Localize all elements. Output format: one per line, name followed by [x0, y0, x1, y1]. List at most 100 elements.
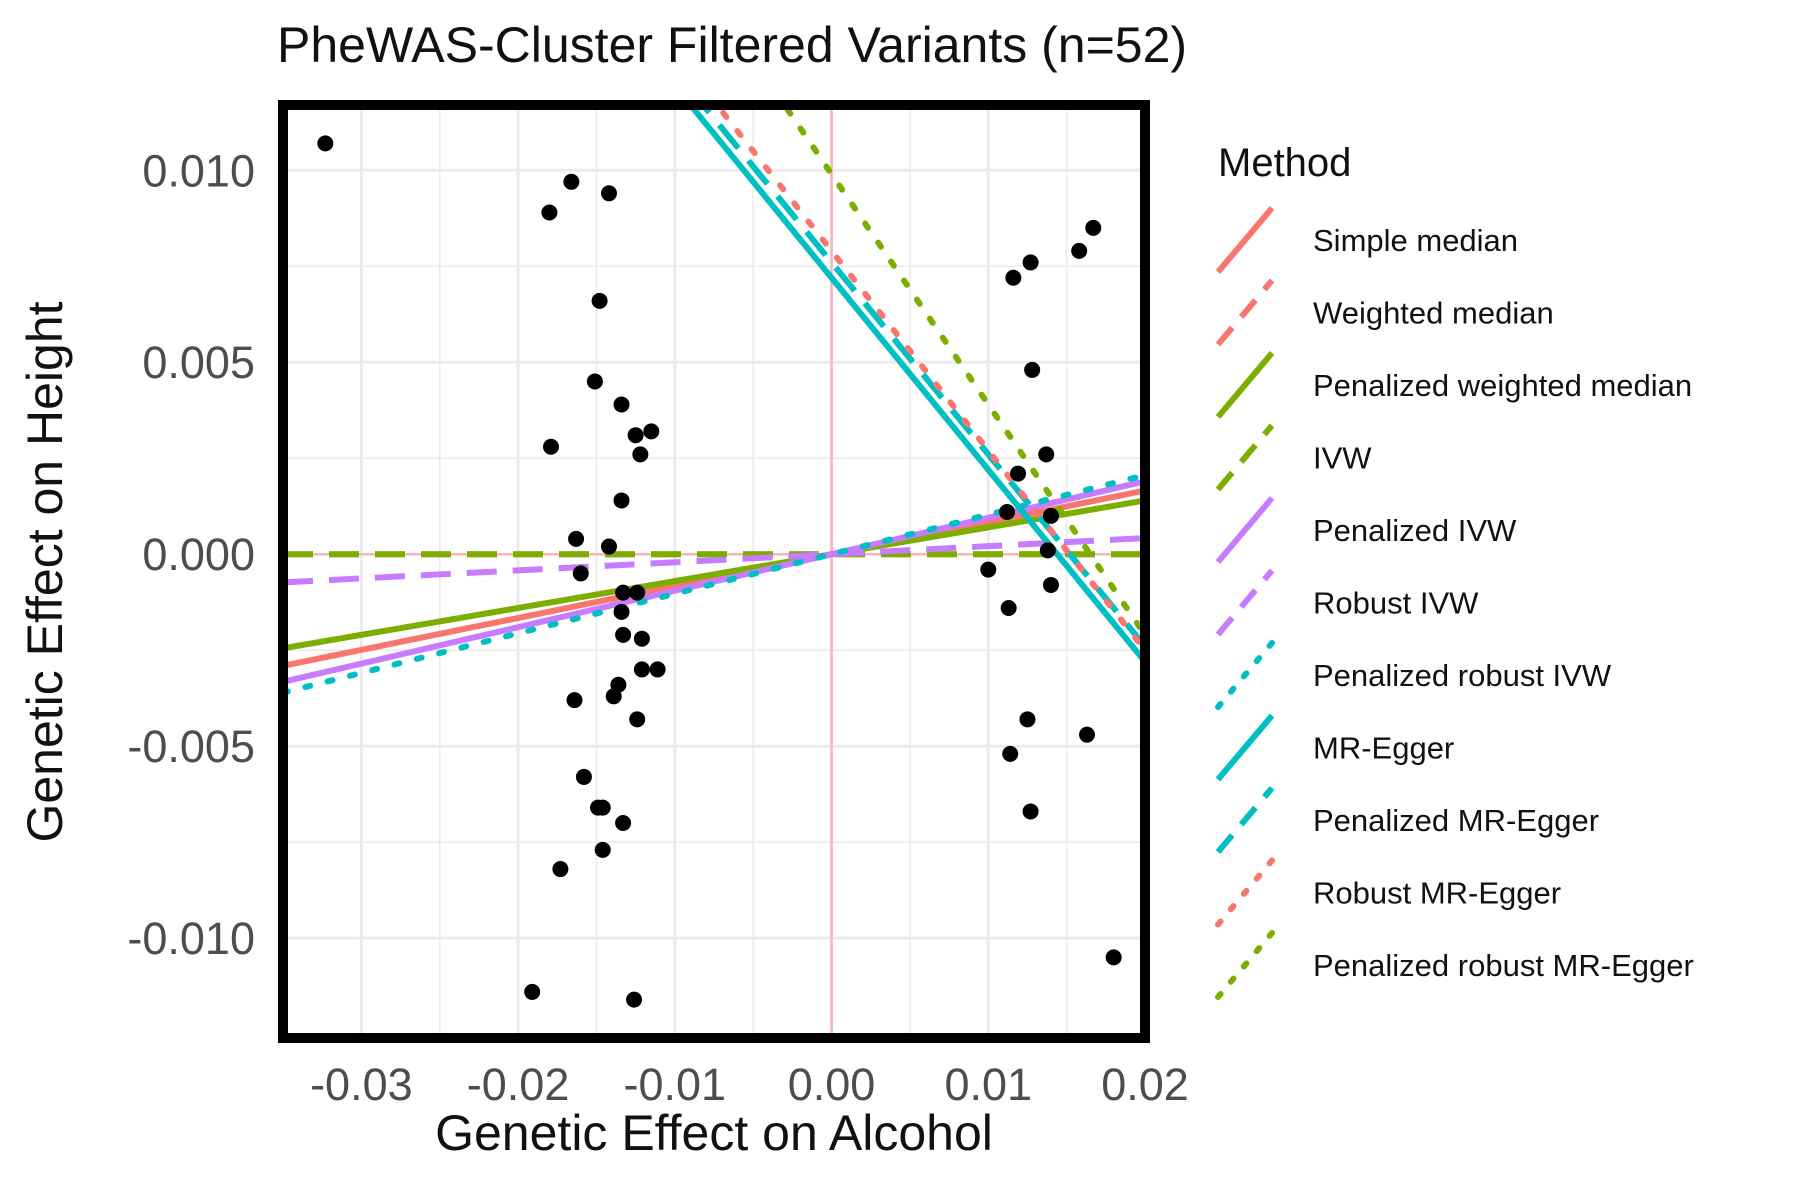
legend-label: Penalized weighted median	[1313, 368, 1692, 403]
x-tick-label: 0.01	[944, 1059, 1032, 1110]
variant-point	[1085, 219, 1102, 236]
legend-item: Penalized MR-Egger	[1215, 786, 1599, 854]
variant-point	[1002, 745, 1019, 762]
variant-point	[575, 768, 592, 785]
x-axis-title: Genetic Effect on Alcohol	[435, 1105, 993, 1161]
variant-point	[633, 630, 650, 647]
legend-item: Penalized robust IVW	[1215, 640, 1612, 710]
y-tick-label: -0.005	[127, 721, 255, 772]
variant-point	[615, 626, 632, 643]
variant-point	[1105, 949, 1122, 966]
y-tick-label: 0.010	[142, 145, 255, 196]
method-line-penalized-weighted-median	[283, 497, 1145, 652]
y-tick-label: 0.000	[142, 529, 255, 580]
variant-point	[999, 503, 1016, 520]
legend-item: IVW	[1215, 423, 1372, 492]
variant-point	[615, 584, 632, 601]
legend-item: Robust IVW	[1215, 568, 1479, 637]
variant-point	[524, 983, 541, 1000]
variant-point	[1079, 726, 1096, 743]
legend-item: Robust MR-Egger	[1215, 857, 1561, 928]
legend-item: Penalized robust MR-Egger	[1215, 930, 1694, 1000]
variant-point	[586, 373, 603, 390]
plot-border	[278, 100, 1150, 1043]
variant-point	[605, 688, 622, 705]
variant-point	[541, 204, 558, 221]
legend-label: Robust MR-Egger	[1313, 876, 1561, 911]
legend-label: Weighted median	[1313, 296, 1554, 331]
chart-title: PheWAS-Cluster Filtered Variants (n=52)	[277, 17, 1187, 73]
legend-label: Penalized robust MR-Egger	[1313, 948, 1694, 983]
legend-key	[1215, 930, 1275, 1000]
legend-item: Simple median	[1215, 206, 1518, 274]
variant-point	[615, 814, 632, 831]
x-tick-label: -0.01	[624, 1059, 727, 1110]
x-tick-label: 0.02	[1101, 1059, 1189, 1110]
legend-label: IVW	[1313, 441, 1372, 476]
variant-point	[980, 561, 997, 578]
legend-key	[1215, 423, 1275, 492]
x-axis-ticks: -0.03 -0.02 -0.01 0.00 0.01 0.02	[310, 1059, 1189, 1110]
legend-key	[1215, 786, 1275, 854]
y-axis-title: Genetic Effect on Height	[17, 301, 73, 842]
legend-title: Method	[1218, 141, 1351, 185]
legend-key	[1215, 206, 1275, 274]
variant-point	[643, 423, 660, 440]
variant-point	[1042, 507, 1059, 524]
legend-key	[1215, 640, 1275, 710]
variant-point	[594, 841, 611, 858]
variant-point	[1038, 446, 1055, 463]
variant-point	[1019, 711, 1036, 728]
variant-point	[568, 530, 585, 547]
variant-point	[1000, 599, 1017, 616]
legend-items: Simple median Weighted median Penalized we…	[1215, 206, 1694, 1000]
variant-point	[1022, 254, 1039, 271]
y-tick-label: 0.005	[142, 337, 255, 388]
variant-point	[1071, 242, 1088, 259]
legend-label: MR-Egger	[1313, 731, 1454, 766]
legend-key	[1215, 351, 1275, 419]
legend-key	[1215, 857, 1275, 928]
legend-key	[1215, 713, 1275, 782]
y-axis-ticks: -0.010 -0.005 0.000 0.005 0.010	[127, 145, 255, 964]
variant-point	[629, 584, 646, 601]
variant-point	[632, 446, 649, 463]
legend-key	[1215, 278, 1275, 347]
variant-point	[1042, 576, 1059, 593]
legend: Method Simple median Weighted median Penal…	[1215, 141, 1694, 1000]
legend-label: Simple median	[1313, 223, 1518, 258]
variant-point	[572, 565, 589, 582]
legend-item: Weighted median	[1215, 278, 1554, 347]
variant-point	[1024, 361, 1041, 378]
variant-point	[543, 438, 560, 455]
legend-key	[1215, 568, 1275, 637]
method-line-robust-ivw	[283, 535, 1145, 586]
method-line-mr-egger	[686, 105, 1145, 664]
legend-item: MR-Egger	[1215, 713, 1454, 782]
variant-point	[613, 603, 630, 620]
legend-key	[1215, 496, 1275, 564]
legend-label: Penalized IVW	[1313, 513, 1517, 548]
legend-label: Penalized MR-Egger	[1313, 803, 1599, 838]
variant-point	[600, 185, 617, 202]
y-tick-label: -0.010	[127, 913, 255, 964]
variant-point	[563, 173, 580, 190]
x-tick-label: -0.03	[310, 1059, 413, 1110]
legend-label: Robust IVW	[1313, 586, 1479, 621]
variant-point	[649, 661, 666, 678]
variant-point	[591, 292, 608, 309]
variant-point	[1010, 465, 1027, 482]
legend-item: Penalized weighted median	[1215, 351, 1692, 419]
variant-point	[613, 396, 630, 413]
variant-points	[317, 135, 1122, 1008]
variant-point	[552, 861, 569, 878]
variant-point	[613, 492, 630, 509]
variant-point	[629, 711, 646, 728]
variant-point	[1022, 803, 1039, 820]
legend-item: Penalized IVW	[1215, 496, 1517, 564]
x-tick-label: 0.00	[788, 1059, 876, 1110]
x-tick-label: -0.02	[467, 1059, 570, 1110]
variant-point	[594, 799, 611, 816]
variant-point	[633, 661, 650, 678]
